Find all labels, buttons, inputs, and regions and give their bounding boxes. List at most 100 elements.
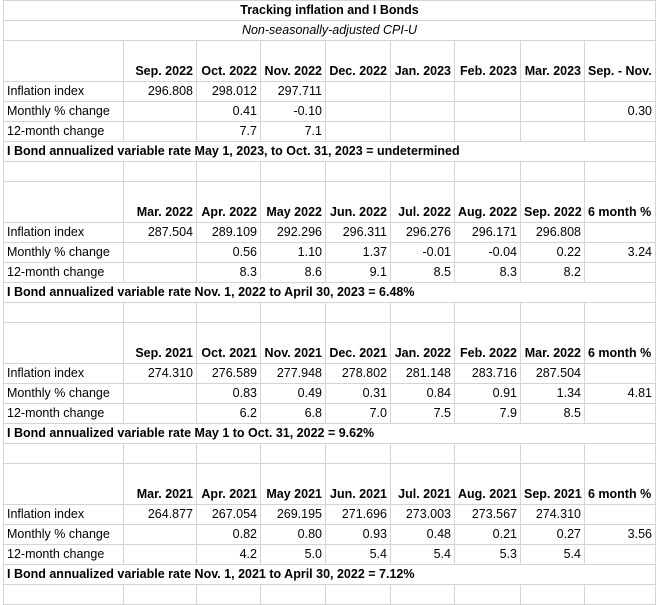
month-header[interactable]: Sep. 2022: [520, 181, 585, 223]
value-cell[interactable]: 0.22: [520, 242, 585, 263]
month-header[interactable]: Feb. 2023: [454, 40, 521, 82]
month-header[interactable]: Jun. 2021: [325, 463, 391, 505]
row-label[interactable]: 12-month change: [3, 544, 124, 565]
row-label[interactable]: 12-month change: [3, 403, 124, 424]
cell[interactable]: [583, 161, 657, 182]
value-cell[interactable]: 8.5: [390, 262, 455, 283]
cell[interactable]: [520, 302, 585, 323]
value-cell[interactable]: 0.84: [390, 383, 455, 404]
cell[interactable]: [325, 584, 391, 605]
value-cell[interactable]: [454, 121, 521, 142]
page-title[interactable]: Tracking inflation and I Bonds: [2, 0, 657, 21]
cell[interactable]: [583, 81, 657, 102]
value-cell[interactable]: [123, 383, 197, 404]
value-cell[interactable]: 273.003: [390, 504, 455, 525]
value-cell[interactable]: 277.948: [260, 363, 326, 384]
row-label[interactable]: Inflation index: [3, 222, 124, 243]
value-cell[interactable]: [325, 121, 391, 142]
value-cell[interactable]: 8.2: [520, 262, 585, 283]
page-subtitle[interactable]: Non-seasonally-adjusted CPI-U: [2, 20, 657, 41]
change-header[interactable]: Sep. - Nov. % change: [583, 40, 657, 82]
value-cell[interactable]: 0.91: [454, 383, 521, 404]
month-header[interactable]: Mar. 2022: [123, 181, 197, 223]
value-cell[interactable]: 5.3: [454, 544, 521, 565]
value-cell[interactable]: 5.4: [520, 544, 585, 565]
value-cell[interactable]: 0.83: [196, 383, 261, 404]
value-cell[interactable]: [123, 121, 197, 142]
cell[interactable]: [454, 584, 521, 605]
value-cell[interactable]: [123, 101, 197, 122]
month-header[interactable]: Jun. 2022: [325, 181, 391, 223]
month-header[interactable]: Jan. 2023: [390, 40, 455, 82]
value-cell[interactable]: 6.2: [196, 403, 261, 424]
month-header[interactable]: Nov. 2021: [260, 322, 326, 364]
row-label[interactable]: Inflation index: [3, 504, 124, 525]
value-cell[interactable]: 4.2: [196, 544, 261, 565]
cell[interactable]: [583, 443, 657, 464]
cell[interactable]: [454, 443, 521, 464]
month-header[interactable]: Sep. 2021: [123, 322, 197, 364]
value-cell[interactable]: 0.49: [260, 383, 326, 404]
value-cell[interactable]: 0.31: [325, 383, 391, 404]
value-cell[interactable]: 278.802: [325, 363, 391, 384]
month-header[interactable]: Jan. 2022: [390, 322, 455, 364]
value-cell[interactable]: [520, 101, 585, 122]
month-header[interactable]: May 2022: [260, 181, 326, 223]
cell[interactable]: [454, 302, 521, 323]
cell[interactable]: [260, 443, 326, 464]
value-cell[interactable]: -0.10: [260, 101, 326, 122]
cell[interactable]: [454, 161, 521, 182]
cell[interactable]: [260, 161, 326, 182]
cell[interactable]: [390, 443, 455, 464]
row-label[interactable]: Monthly % change: [3, 242, 124, 263]
cell[interactable]: [260, 584, 326, 605]
value-cell[interactable]: [123, 544, 197, 565]
value-cell[interactable]: 8.5: [520, 403, 585, 424]
value-cell[interactable]: 5.4: [325, 544, 391, 565]
value-cell[interactable]: 297.711: [260, 81, 326, 102]
value-cell[interactable]: 269.195: [260, 504, 326, 525]
month-header[interactable]: Aug. 2022: [454, 181, 521, 223]
value-cell[interactable]: 7.7: [196, 121, 261, 142]
value-cell[interactable]: 8.3: [196, 262, 261, 283]
cell[interactable]: [390, 584, 455, 605]
change-value[interactable]: 4.81: [583, 383, 657, 404]
value-cell[interactable]: 6.8: [260, 403, 326, 424]
month-header[interactable]: Dec. 2022: [325, 40, 391, 82]
cell[interactable]: [123, 443, 197, 464]
row-label[interactable]: 12-month change: [3, 121, 124, 142]
month-header[interactable]: Mar. 2023: [520, 40, 585, 82]
rate-text[interactable]: I Bond annualized variable rate May 1 to…: [2, 423, 657, 444]
value-cell[interactable]: 274.310: [123, 363, 197, 384]
cell[interactable]: [325, 443, 391, 464]
cell[interactable]: [196, 302, 261, 323]
cell[interactable]: [520, 161, 585, 182]
value-cell[interactable]: [123, 262, 197, 283]
value-cell[interactable]: [454, 81, 521, 102]
value-cell[interactable]: 7.1: [260, 121, 326, 142]
row-label[interactable]: Inflation index: [3, 363, 124, 384]
value-cell[interactable]: 296.311: [325, 222, 391, 243]
cell[interactable]: [583, 403, 657, 424]
cell[interactable]: [583, 222, 657, 243]
rate-text[interactable]: I Bond annualized variable rate Nov. 1, …: [2, 564, 657, 585]
month-header[interactable]: Oct. 2021: [196, 322, 261, 364]
value-cell[interactable]: 296.276: [390, 222, 455, 243]
value-cell[interactable]: 7.9: [454, 403, 521, 424]
month-header[interactable]: Oct. 2022: [196, 40, 261, 82]
value-cell[interactable]: 8.6: [260, 262, 326, 283]
cell[interactable]: [583, 584, 657, 605]
value-cell[interactable]: 0.82: [196, 524, 261, 545]
value-cell[interactable]: [390, 81, 455, 102]
month-header[interactable]: Mar. 2021: [123, 463, 197, 505]
value-cell[interactable]: 8.3: [454, 262, 521, 283]
value-cell[interactable]: 1.10: [260, 242, 326, 263]
value-cell[interactable]: 0.21: [454, 524, 521, 545]
value-cell[interactable]: [123, 403, 197, 424]
value-cell[interactable]: 273.567: [454, 504, 521, 525]
value-cell[interactable]: 7.0: [325, 403, 391, 424]
value-cell[interactable]: 283.716: [454, 363, 521, 384]
value-cell[interactable]: -0.01: [390, 242, 455, 263]
value-cell[interactable]: 0.27: [520, 524, 585, 545]
cell[interactable]: [123, 584, 197, 605]
